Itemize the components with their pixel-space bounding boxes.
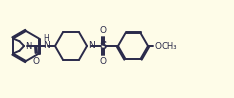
Text: O: O: [33, 57, 40, 66]
Text: S: S: [99, 41, 107, 51]
Text: O: O: [99, 57, 106, 66]
Text: N: N: [25, 41, 31, 50]
Text: CH₃: CH₃: [161, 41, 176, 50]
Text: N: N: [43, 41, 49, 50]
Text: H: H: [43, 34, 49, 43]
Text: O: O: [154, 41, 161, 50]
Text: N: N: [88, 41, 95, 50]
Text: O: O: [99, 26, 106, 35]
